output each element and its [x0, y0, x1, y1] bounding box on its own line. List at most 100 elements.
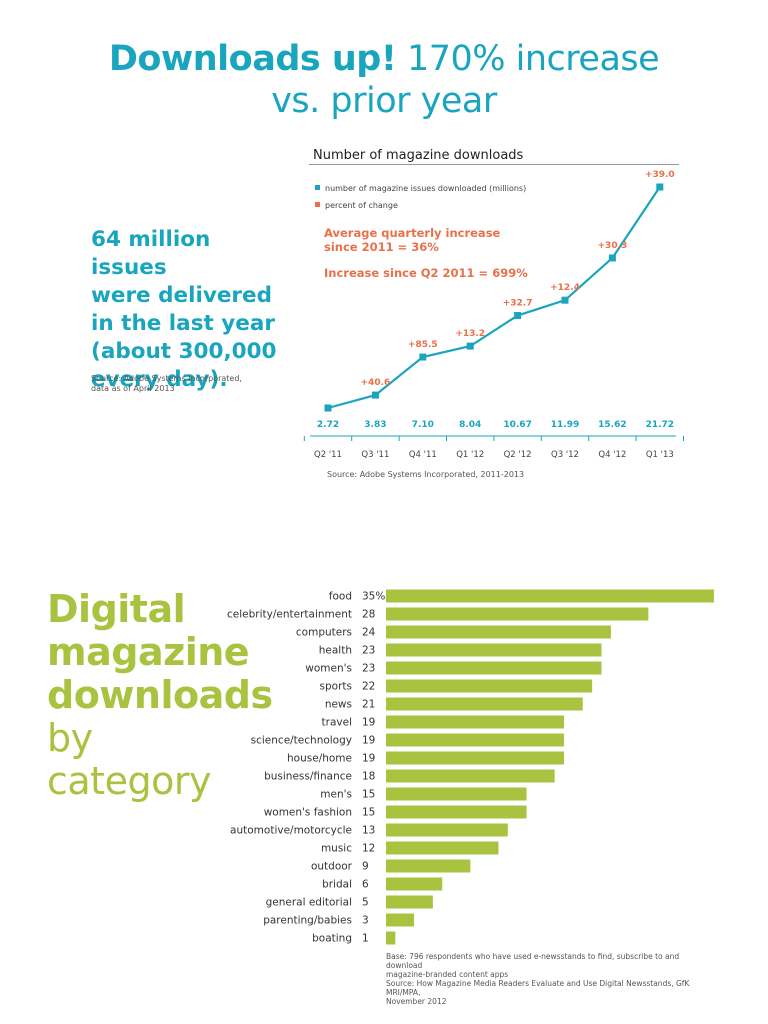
bar-value-label: 1 — [362, 933, 369, 945]
legend-swatch-teal — [315, 185, 320, 190]
percent-change-label: +85.5 — [408, 340, 438, 350]
bar — [386, 715, 565, 729]
category-title-line-4: by — [47, 716, 93, 760]
category-label: music — [321, 843, 352, 855]
line-chart-source: Source: Adobe Systems Incorporated, 2011… — [327, 470, 525, 479]
bar-value-label: 19 — [362, 735, 375, 747]
bar — [386, 751, 565, 765]
category-title-line-3: downloads — [47, 673, 273, 717]
percent-change-label: +12.4 — [550, 283, 580, 293]
x-tick-label: Q3 '11 — [361, 450, 389, 460]
bar-value-label: 9 — [362, 861, 369, 873]
bar — [386, 913, 415, 927]
bar — [386, 607, 649, 621]
category-label: health — [319, 645, 352, 657]
line-chart: 2.72 Q2 '11 +40.6 3.83 Q3 '11 +85.5 7.10 Q4 '11… — [303, 170, 684, 460]
percent-change-label: +40.6 — [361, 378, 391, 388]
bar-value-label: 12 — [362, 843, 375, 855]
bar — [386, 841, 499, 855]
category-label: general editorial — [266, 897, 352, 909]
legend-item-percent: percent of change — [315, 201, 398, 211]
bar-value-label: 15 — [362, 807, 375, 819]
bar-value-label: 18 — [362, 771, 375, 783]
bar-value-label: 21 — [362, 699, 375, 711]
x-tick-label: Q4 '11 — [409, 450, 437, 460]
percent-change-label: +39.0 — [645, 170, 675, 180]
note-average-increase: Average quarterly increase since 2011 = … — [324, 226, 501, 254]
bar — [386, 697, 583, 711]
x-tick-label: Q4 '12 — [598, 450, 626, 460]
category-label: outdoor — [311, 861, 353, 873]
category-title-line-2: magazine — [47, 630, 250, 674]
value-label: 11.99 — [551, 420, 579, 430]
bar-value-label: 23 — [362, 645, 375, 657]
value-label: 3.83 — [364, 420, 386, 430]
value-label: 10.67 — [503, 420, 531, 430]
bar-chart-base-note: Base: 796 respondents who have used e-ne… — [386, 952, 690, 1006]
bar-value-label: 28 — [362, 609, 375, 621]
category-label: parenting/babies — [263, 915, 352, 927]
headline: Downloads up! 170% increase vs. prior ye… — [0, 38, 768, 122]
bar — [386, 787, 527, 801]
bar — [386, 877, 443, 891]
bar-value-label: 5 — [362, 897, 369, 909]
bar-value-label: 13 — [362, 825, 375, 837]
category-label: computers — [296, 627, 352, 639]
bar — [386, 643, 602, 657]
category-label: automotive/motorcycle — [230, 825, 352, 837]
bar — [386, 625, 611, 639]
bar — [386, 661, 602, 675]
x-tick-label: Q1 '13 — [646, 450, 674, 460]
bar — [386, 805, 527, 819]
headline-bold: Downloads up! — [108, 39, 397, 79]
note-total-increase: Increase since Q2 2011 = 699% — [324, 266, 528, 280]
downloads-line — [327, 186, 661, 410]
legend-label-downloads: number of magazine issues downloaded (mi… — [325, 184, 527, 193]
category-label: sports — [320, 681, 352, 693]
data-point — [419, 353, 427, 361]
bar-value-label: 19 — [362, 753, 375, 765]
legend-label-percent: percent of change — [325, 201, 398, 210]
data-point — [514, 312, 522, 320]
bar — [386, 589, 714, 603]
legend-item-downloads: number of magazine issues downloaded (mi… — [315, 184, 526, 194]
category-label: boating — [312, 933, 352, 945]
percent-change-label: +13.2 — [455, 329, 485, 339]
value-label: 2.72 — [317, 420, 339, 430]
data-point — [561, 296, 569, 304]
category-label: food — [329, 591, 352, 603]
category-label: women's — [305, 663, 352, 675]
line-chart-title: Number of magazine downloads — [313, 148, 524, 163]
x-tick-label: Q3 '12 — [551, 450, 579, 460]
line-chart-title-rule — [309, 164, 679, 165]
category-label: bridal — [322, 879, 352, 891]
bar — [386, 733, 565, 747]
category-label: news — [325, 699, 352, 711]
bar-value-label: 22 — [362, 681, 375, 693]
data-point — [371, 391, 379, 399]
category-label: house/home — [287, 753, 352, 765]
value-label: 21.72 — [646, 420, 674, 430]
value-label: 8.04 — [459, 420, 481, 430]
x-tick-label: Q1 '12 — [456, 450, 484, 460]
headline-light-1: 170% increase — [406, 39, 660, 79]
bar — [386, 895, 433, 909]
bar-value-label: 15 — [362, 789, 375, 801]
x-tick-label: Q2 '11 — [314, 450, 342, 460]
data-point — [656, 183, 664, 191]
bar — [386, 931, 396, 945]
category-label: travel — [322, 717, 352, 729]
value-label: 7.10 — [412, 420, 434, 430]
bar — [386, 823, 508, 837]
callout-source: Source: Adobe Systems Incorporated, data… — [91, 374, 242, 393]
data-point — [324, 404, 332, 412]
data-point — [466, 342, 474, 350]
category-title-line-1: Digital — [47, 587, 186, 631]
percent-change-label: +32.7 — [503, 299, 533, 309]
bar — [386, 769, 555, 783]
data-point — [608, 254, 616, 262]
legend-swatch-orange — [315, 202, 320, 207]
bar — [386, 859, 471, 873]
category-label: women's fashion — [264, 807, 352, 819]
headline-light-2: vs. prior year — [271, 81, 497, 121]
